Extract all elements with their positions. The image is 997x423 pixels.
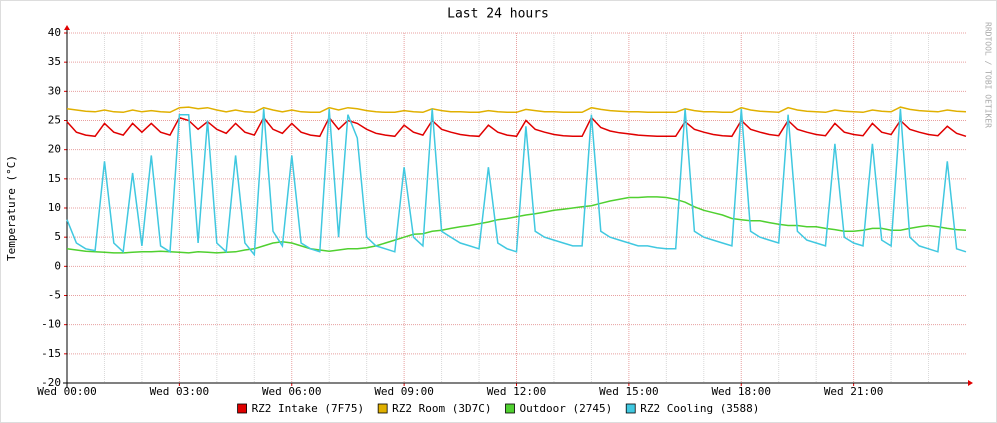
legend-label: RZ2 Cooling (3588) xyxy=(640,402,759,415)
y-axis-label: Temperature (°C) xyxy=(5,155,18,261)
legend: RZ2 Intake (7F75) RZ2 Room (3D7C) Outdoor … xyxy=(237,402,759,415)
y-tick-label: 5 xyxy=(54,230,61,243)
y-tick-label: 10 xyxy=(48,201,61,214)
x-axis-arrow xyxy=(968,380,973,386)
legend-swatch xyxy=(377,403,388,414)
y-tick-label: 25 xyxy=(48,114,61,127)
series-line xyxy=(66,196,967,254)
x-tick-label: Wed 00:00 xyxy=(37,385,97,398)
legend-label: RZ2 Room (3D7C) xyxy=(392,402,491,415)
y-tick-label: 20 xyxy=(48,143,61,156)
y-tick-label: 0 xyxy=(54,259,61,272)
y-tick-label: -20 xyxy=(41,376,61,389)
legend-swatch xyxy=(237,403,247,414)
x-tick-label: Wed 03:00 xyxy=(150,385,210,398)
legend-label: Outdoor (2745) xyxy=(520,402,613,415)
x-tick-label: Wed 12:00 xyxy=(487,385,547,398)
x-tick-label: Wed 06:00 xyxy=(262,385,322,398)
y-tick-label: 30 xyxy=(48,84,61,97)
x-tick-label: Wed 18:00 xyxy=(711,385,771,398)
legend-swatch xyxy=(505,403,515,414)
legend-label: RZ2 Intake (7F75) xyxy=(252,402,365,415)
y-tick-label: 35 xyxy=(48,55,61,68)
y-tick-label: 15 xyxy=(48,172,61,185)
x-tick-label: Wed 09:00 xyxy=(374,385,434,398)
x-tick-label: Wed 15:00 xyxy=(599,385,659,398)
series-line xyxy=(66,108,967,257)
series-line xyxy=(66,106,967,114)
y-tick-label: -5 xyxy=(48,289,61,302)
legend-swatch xyxy=(625,403,636,414)
chart-title: Last 24 hours xyxy=(447,7,549,22)
x-tick-label: Wed 21:00 xyxy=(824,385,884,398)
y-tick-label: -10 xyxy=(41,318,61,331)
y-axis-arrow xyxy=(64,25,70,30)
watermark: RRDTOOL / TOBI OETIKER xyxy=(984,22,993,128)
series-line xyxy=(66,116,967,138)
y-tick-label: -15 xyxy=(41,347,61,360)
y-tick-label: 40 xyxy=(48,26,61,39)
